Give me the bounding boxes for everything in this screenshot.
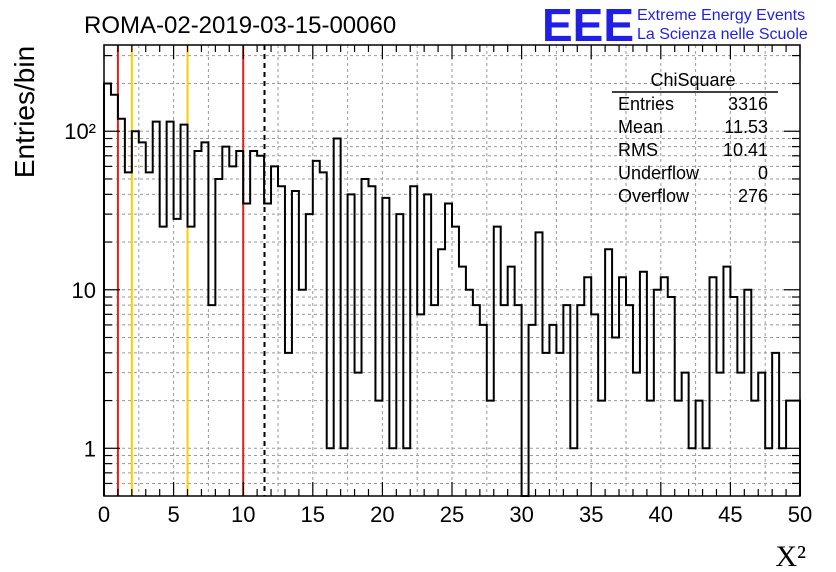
stats-label-rms: RMS <box>618 140 658 160</box>
x-axis-title: X² <box>775 540 806 572</box>
eee-logo-mark: EEE <box>542 0 634 51</box>
stats-label-overflow: Overflow <box>618 186 690 206</box>
x-tick-label: 40 <box>649 502 673 527</box>
x-tick-label: 25 <box>440 502 464 527</box>
y-tick-labels: 1 10 10² <box>64 119 96 461</box>
y-tick-label: 1 <box>84 436 96 461</box>
stats-value-entries: 3316 <box>728 94 768 114</box>
stats-value-rms: 10.41 <box>723 140 768 160</box>
stats-value-overflow: 276 <box>738 186 768 206</box>
stats-label-entries: Entries <box>618 94 674 114</box>
y-tick-label: 10 <box>72 278 96 303</box>
x-tick-label: 10 <box>231 502 255 527</box>
stats-label-underflow: Underflow <box>618 163 700 183</box>
stats-title: ChiSquare <box>650 70 735 90</box>
eee-logo: EEE Extreme Energy Events La Scienza nel… <box>542 0 808 51</box>
stats-label-mean: Mean <box>618 117 663 137</box>
reference-lines <box>116 45 266 496</box>
x-tick-labels: 0 5 10 15 20 25 30 35 40 45 50 <box>98 502 812 527</box>
x-tick-label: 30 <box>509 502 533 527</box>
y-axis-title: Entries/bin <box>9 46 40 178</box>
x-tick-label: 0 <box>98 502 110 527</box>
chart-title: ROMA-02-2019-03-15-00060 <box>84 12 396 39</box>
x-tick-label: 5 <box>167 502 179 527</box>
stats-value-underflow: 0 <box>758 163 768 183</box>
stats-value-mean: 11.53 <box>724 117 768 137</box>
histogram-outline <box>103 82 801 497</box>
stats-box: ChiSquare Entries 3316 Mean 11.53 RMS 10… <box>612 70 778 206</box>
logo-line-1: Extreme Energy Events <box>637 7 805 24</box>
x-tick-label: 20 <box>370 502 394 527</box>
x-tick-label: 45 <box>718 502 742 527</box>
logo-line-2: La Scienza nelle Scuole <box>637 26 808 43</box>
x-tick-label: 35 <box>579 502 603 527</box>
x-tick-label: 50 <box>788 502 812 527</box>
x-tick-label: 15 <box>301 502 325 527</box>
axis-ticks <box>103 45 801 496</box>
y-tick-label: 10² <box>64 119 96 144</box>
